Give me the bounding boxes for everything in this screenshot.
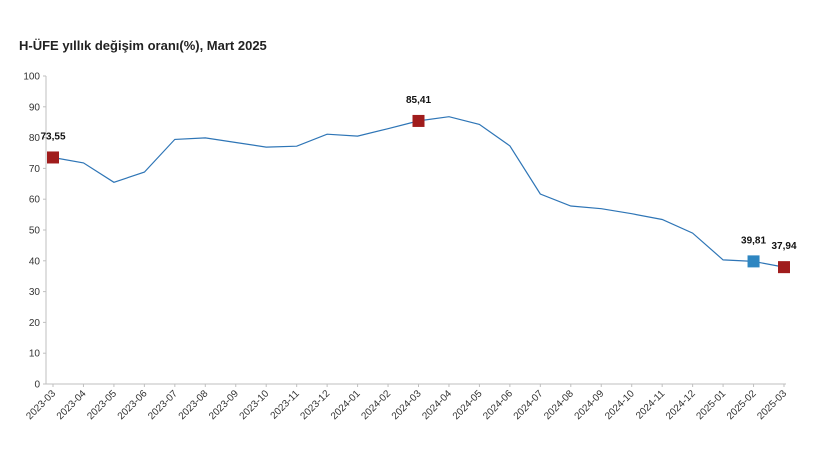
y-tick-label: 50 — [29, 226, 41, 237]
data-label: 73,55 — [40, 131, 65, 142]
x-tick-label: 2024-02 — [359, 388, 393, 422]
x-tick-label: 2023-03 — [24, 388, 58, 422]
x-tick-label: 2024-06 — [481, 388, 515, 422]
x-tick-label: 2023-08 — [177, 388, 211, 422]
x-tick-label: 2023-04 — [55, 388, 89, 422]
data-label: 85,41 — [406, 95, 431, 106]
data-marker — [412, 114, 425, 127]
y-tick-label: 10 — [29, 349, 41, 360]
y-tick-label: 100 — [23, 72, 40, 83]
chart-title: H-ÜFE yıllık değişim oranı(%), Mart 2025 — [19, 38, 267, 53]
y-tick-label: 80 — [29, 133, 41, 144]
x-tick-label: 2024-03 — [390, 388, 424, 422]
x-axis-ticks: 2023-032023-042023-052023-062023-072023-… — [24, 384, 789, 422]
x-tick-label: 2023-12 — [299, 388, 333, 422]
x-tick-label: 2023-09 — [207, 388, 241, 422]
y-tick-label: 30 — [29, 287, 41, 298]
x-tick-label: 2024-11 — [634, 388, 668, 422]
data-label: 39,81 — [741, 235, 766, 246]
x-tick-label: 2023-11 — [269, 388, 303, 422]
x-tick-label: 2024-05 — [451, 388, 485, 422]
y-tick-label: 0 — [34, 380, 40, 391]
x-tick-label: 2024-10 — [603, 388, 637, 422]
y-tick-label: 60 — [29, 195, 41, 206]
data-marker — [747, 255, 760, 268]
y-tick-label: 20 — [29, 318, 41, 329]
x-tick-label: 2023-05 — [85, 388, 119, 422]
x-tick-label: 2023-06 — [116, 388, 150, 422]
x-tick-label: 2025-01 — [694, 388, 728, 422]
y-tick-label: 40 — [29, 256, 41, 267]
data-label: 37,94 — [771, 241, 796, 252]
series-layer — [52, 116, 785, 268]
y-tick-label: 90 — [29, 102, 41, 113]
x-tick-label: 2023-07 — [146, 388, 180, 422]
x-tick-label: 2024-12 — [664, 388, 698, 422]
y-tick-label: 70 — [29, 164, 41, 175]
x-tick-label: 2025-02 — [725, 388, 759, 422]
markers-layer: 73,55 85,41 39,81 37,94 — [40, 95, 797, 274]
y-axis-ticks: 0 10 20 30 40 50 60 70 80 90 100 — [23, 72, 46, 391]
data-marker — [47, 151, 59, 164]
x-tick-label: 2024-04 — [420, 388, 454, 422]
data-marker — [778, 261, 790, 274]
x-tick-label: 2024-01 — [329, 388, 363, 422]
series-line — [52, 116, 785, 268]
x-tick-label: 2024-08 — [542, 388, 576, 422]
x-tick-label: 2023-10 — [238, 388, 272, 422]
x-tick-label: 2024-07 — [512, 388, 546, 422]
x-tick-label: 2025-03 — [755, 388, 789, 422]
x-tick-label: 2024-09 — [573, 388, 607, 422]
